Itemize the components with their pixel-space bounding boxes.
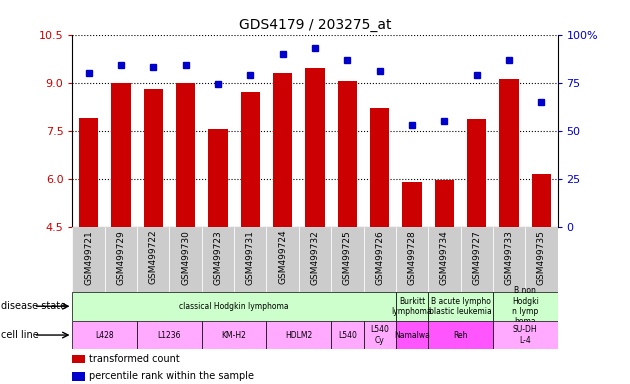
Bar (396, 227, 428, 292)
Text: Namalwa: Namalwa (394, 331, 430, 339)
Bar (467, 119, 486, 227)
Text: GSM499733: GSM499733 (505, 230, 513, 285)
Text: L540
Cy: L540 Cy (370, 325, 389, 345)
Bar (72, 227, 105, 292)
Text: GSM499723: GSM499723 (214, 230, 222, 285)
Bar (241, 92, 260, 227)
Text: HDLM2: HDLM2 (285, 331, 312, 339)
Bar (428, 321, 493, 349)
Bar (105, 227, 137, 292)
Bar (176, 83, 195, 227)
Bar (144, 89, 163, 227)
Text: classical Hodgkin lymphoma: classical Hodgkin lymphoma (180, 302, 289, 311)
Bar (72, 355, 84, 363)
Bar (306, 68, 324, 227)
Text: GSM499730: GSM499730 (181, 230, 190, 285)
Bar (72, 372, 84, 381)
Bar (525, 227, 558, 292)
Bar (493, 321, 558, 349)
Bar (266, 227, 299, 292)
Text: GSM499732: GSM499732 (311, 230, 319, 285)
Text: Reh: Reh (453, 331, 468, 339)
Bar (137, 321, 202, 349)
Bar (72, 321, 137, 349)
Text: transformed count: transformed count (89, 354, 180, 364)
Text: KM-H2: KM-H2 (222, 331, 246, 339)
Text: disease state: disease state (1, 301, 66, 311)
Text: L1236: L1236 (158, 331, 181, 339)
Text: GSM499734: GSM499734 (440, 230, 449, 285)
Bar (461, 227, 493, 292)
Text: GSM499729: GSM499729 (117, 230, 125, 285)
Bar (364, 321, 396, 349)
Bar (370, 108, 389, 227)
Bar (331, 227, 364, 292)
Title: GDS4179 / 203275_at: GDS4179 / 203275_at (239, 18, 391, 32)
Bar (209, 129, 227, 227)
Bar (493, 227, 525, 292)
Bar (364, 227, 396, 292)
Bar (428, 292, 493, 321)
Text: B non
Hodgki
n lymp
homa: B non Hodgki n lymp homa (512, 286, 539, 326)
Text: B acute lympho
blastic leukemia: B acute lympho blastic leukemia (429, 296, 492, 316)
Bar (273, 73, 292, 227)
Text: GSM499721: GSM499721 (84, 230, 93, 285)
Text: GSM499726: GSM499726 (375, 230, 384, 285)
Bar (299, 227, 331, 292)
Bar (428, 227, 461, 292)
Bar (532, 174, 551, 227)
Text: L428: L428 (96, 331, 114, 339)
Bar (338, 81, 357, 227)
Text: Burkitt
lymphoma: Burkitt lymphoma (392, 296, 432, 316)
Bar (331, 321, 364, 349)
Bar (202, 321, 266, 349)
Text: GSM499725: GSM499725 (343, 230, 352, 285)
Text: cell line: cell line (1, 330, 39, 340)
Bar (493, 292, 558, 321)
Text: L540: L540 (338, 331, 357, 339)
Bar (396, 292, 428, 321)
Text: percentile rank within the sample: percentile rank within the sample (89, 371, 255, 381)
Bar (403, 182, 421, 227)
Bar (396, 321, 428, 349)
Text: GSM499728: GSM499728 (408, 230, 416, 285)
Bar (112, 83, 130, 227)
Bar (266, 321, 331, 349)
Text: GSM499735: GSM499735 (537, 230, 546, 285)
Bar (435, 180, 454, 227)
Bar (202, 227, 234, 292)
Bar (234, 227, 266, 292)
Text: GSM499727: GSM499727 (472, 230, 481, 285)
Bar (137, 227, 169, 292)
Text: GSM499724: GSM499724 (278, 230, 287, 285)
Bar (79, 118, 98, 227)
Text: GSM499731: GSM499731 (246, 230, 255, 285)
Bar (500, 79, 518, 227)
Text: GSM499722: GSM499722 (149, 230, 158, 285)
Text: SU-DH
L-4: SU-DH L-4 (513, 325, 537, 345)
Bar (72, 292, 396, 321)
Bar (169, 227, 202, 292)
